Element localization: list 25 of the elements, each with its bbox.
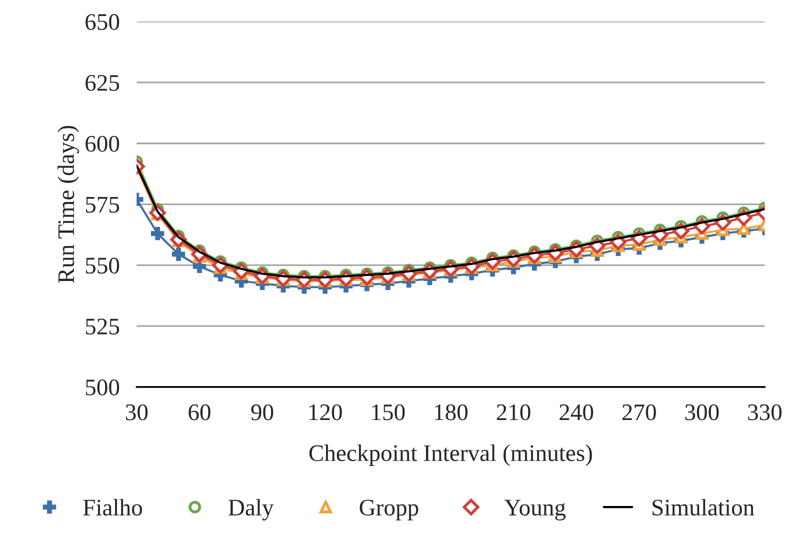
x-tick-label: 210 bbox=[496, 404, 530, 420]
x-tick-label: 270 bbox=[622, 404, 656, 420]
legend-label: Daly bbox=[228, 498, 274, 520]
x-tick-label: 90 bbox=[251, 404, 274, 420]
y-tick-label: 600 bbox=[86, 136, 120, 152]
x-tick-label: 60 bbox=[188, 404, 210, 420]
legend-label: Gropp bbox=[360, 500, 418, 520]
x-tick-label: 180 bbox=[435, 404, 468, 420]
x-tick-label: 240 bbox=[560, 404, 594, 420]
legend-label: Fialho bbox=[83, 498, 142, 516]
x-tick-label: 300 bbox=[685, 404, 719, 420]
y-tick-label: 525 bbox=[86, 318, 120, 335]
y-tick-label: 650 bbox=[86, 14, 120, 30]
x-axis-title: Checkpoint Interval (minutes) bbox=[309, 444, 592, 466]
legend-label: Simulation bbox=[652, 498, 754, 516]
y-axis-title: Run Time (days) bbox=[58, 126, 80, 283]
y-tick-label: 500 bbox=[86, 379, 120, 396]
y-tick-label: 550 bbox=[86, 258, 120, 274]
x-tick-label: 120 bbox=[309, 404, 342, 420]
x-tick-label: 150 bbox=[372, 404, 405, 420]
legend-label: Young bbox=[504, 500, 566, 520]
x-tick-label: 330 bbox=[748, 404, 782, 420]
y-tick-label: 575 bbox=[86, 197, 120, 213]
y-tick-label: 625 bbox=[86, 75, 120, 91]
x-tick-label: 30 bbox=[126, 404, 148, 420]
